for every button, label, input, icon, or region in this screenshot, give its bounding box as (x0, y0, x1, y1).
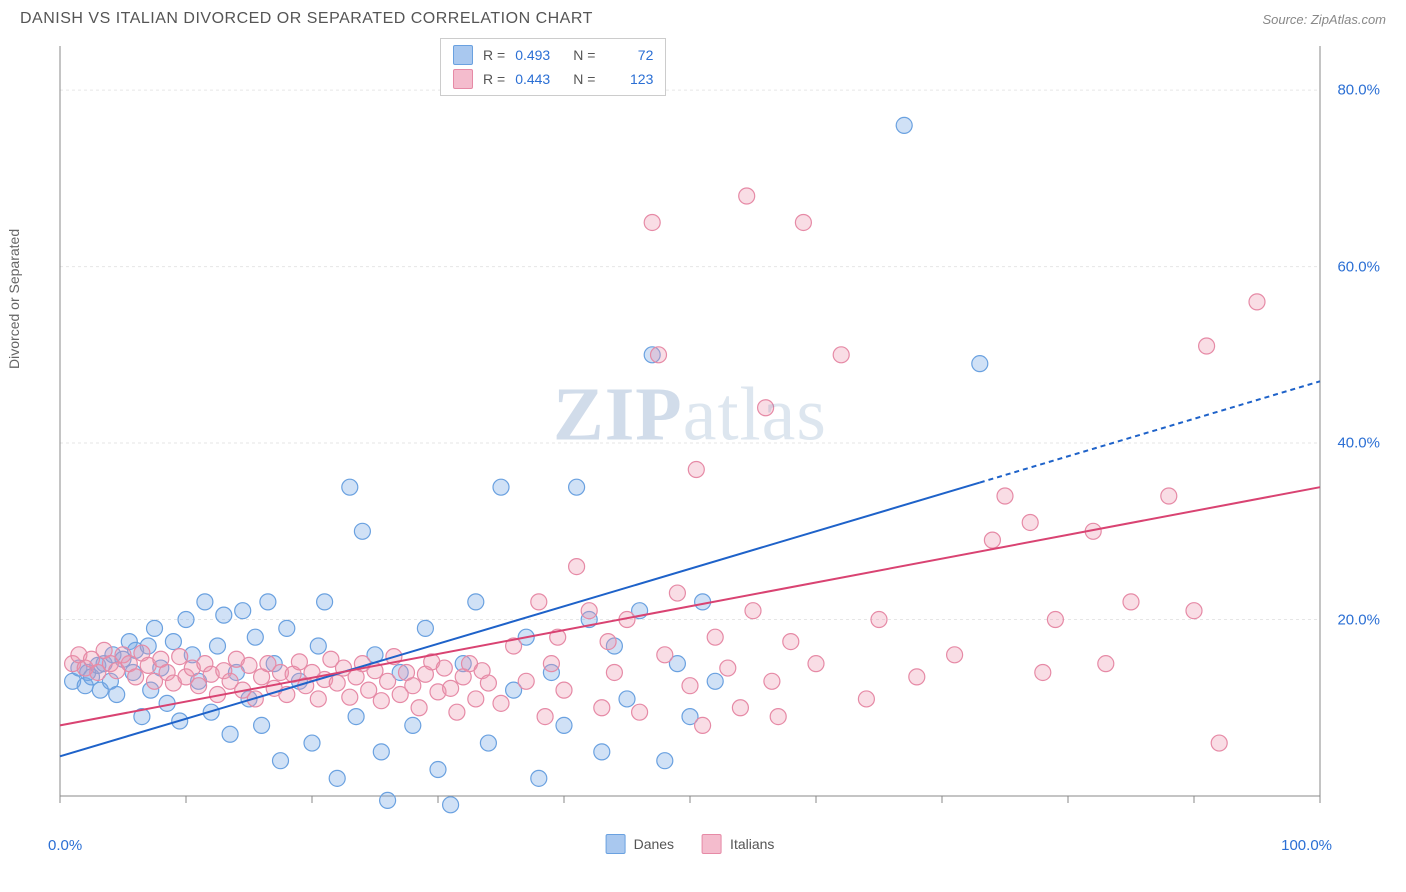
y-tick-label: 60.0% (1337, 258, 1380, 275)
series-legend: Danes Italians (606, 834, 775, 854)
x-axis-end-label: 100.0% (1281, 837, 1332, 854)
correlation-legend: R = 0.493 N = 72 R = 0.443 N = 123 (440, 38, 666, 96)
legend-label: Italians (730, 836, 774, 852)
legend-swatch (606, 834, 626, 854)
y-tick-label: 20.0% (1337, 611, 1380, 628)
y-tick-label: 40.0% (1337, 435, 1380, 452)
chart-header: DANISH VS ITALIAN DIVORCED OR SEPARATED … (0, 0, 1406, 36)
legend-row-italians: R = 0.443 N = 123 (453, 67, 653, 91)
legend-r-label: R = (483, 47, 505, 63)
legend-r-danes: 0.493 (515, 47, 563, 63)
swatch-danes (453, 45, 473, 65)
swatch-italians (453, 69, 473, 89)
legend-r-label: R = (483, 71, 505, 87)
legend-item: Italians (702, 834, 774, 854)
legend-r-italians: 0.443 (515, 71, 563, 87)
y-tick-label: 80.0% (1337, 82, 1380, 99)
legend-label: Danes (634, 836, 674, 852)
legend-row-danes: R = 0.493 N = 72 (453, 43, 653, 67)
y-axis-label: Divorced or Separated (6, 229, 22, 369)
legend-n-label: N = (573, 47, 595, 63)
chart-area: Divorced or Separated ZIPatlas R = 0.493… (20, 36, 1360, 826)
legend-swatch (702, 834, 722, 854)
chart-title: DANISH VS ITALIAN DIVORCED OR SEPARATED … (20, 10, 593, 28)
legend-n-italians: 123 (605, 71, 653, 87)
legend-n-label: N = (573, 71, 595, 87)
scatter-chart (20, 36, 1360, 826)
legend-item: Danes (606, 834, 674, 854)
x-axis-start-label: 0.0% (48, 837, 82, 854)
chart-source: Source: ZipAtlas.com (1262, 12, 1386, 27)
legend-n-danes: 72 (605, 47, 653, 63)
